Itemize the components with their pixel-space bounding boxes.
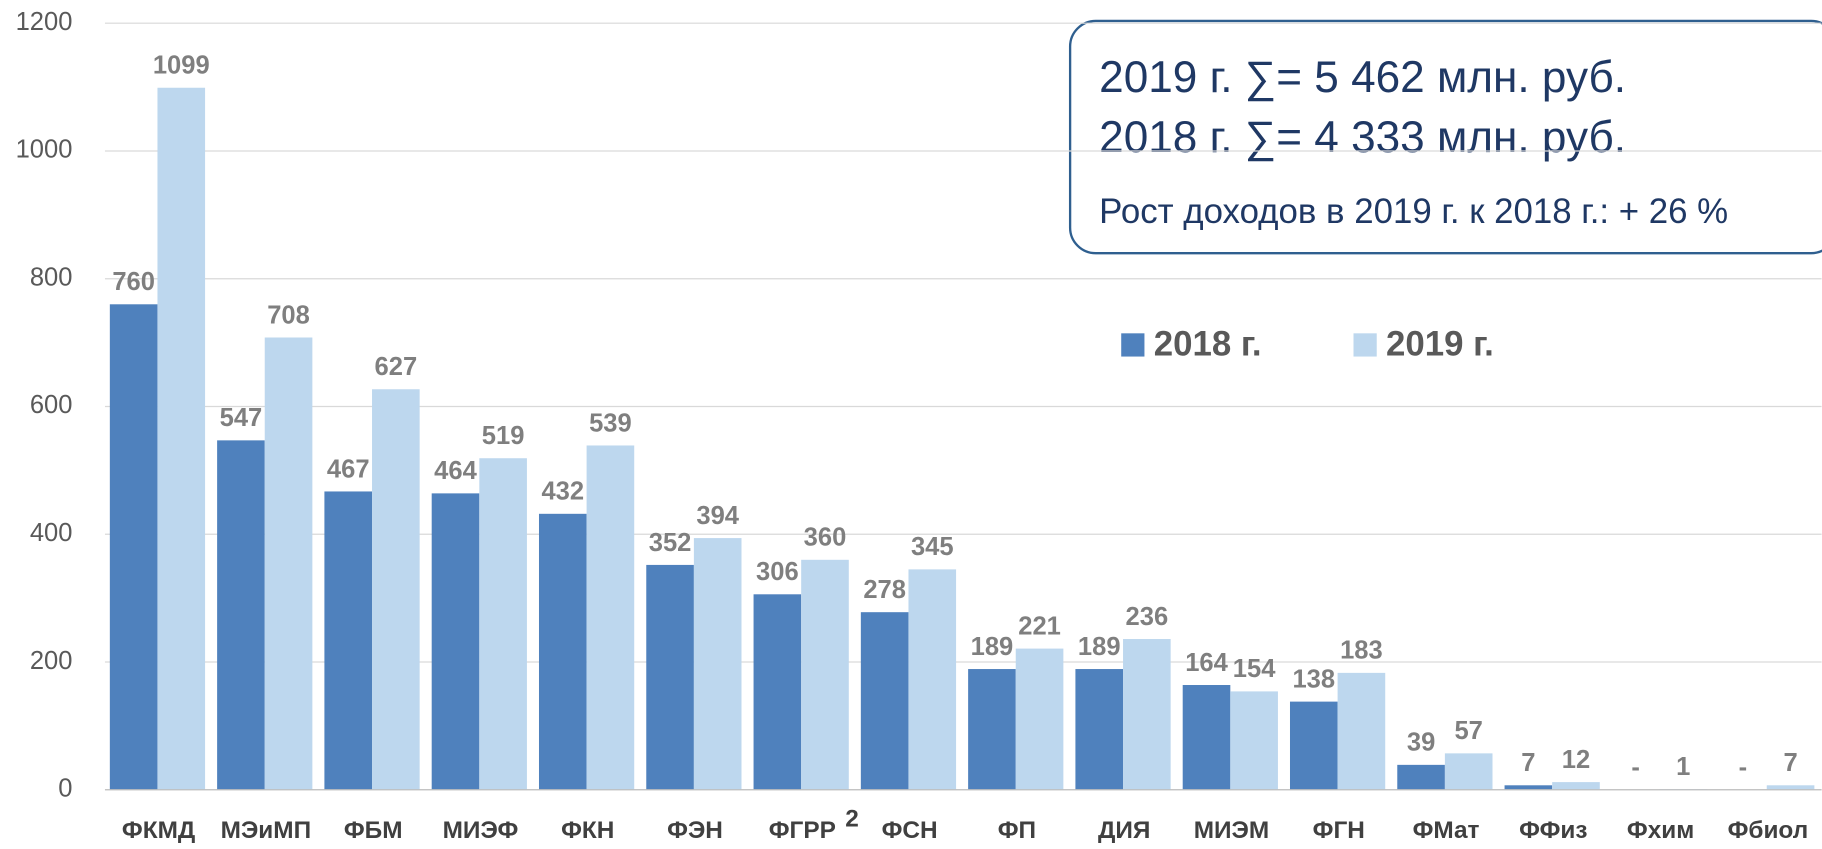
bar (1397, 764, 1445, 790)
value-label: - (1739, 754, 1748, 782)
value-label: - (1631, 754, 1640, 782)
y-tick-label: 1200 (16, 8, 73, 36)
value-label: 278 (863, 576, 906, 604)
bar (217, 440, 265, 790)
value-label: 39 (1407, 729, 1435, 757)
x-tick-label: МИЭМ (1194, 817, 1269, 844)
info-line: 2018 г. ∑= 4 333 млн. руб. (1099, 113, 1626, 162)
x-tick-label: ФБМ (344, 817, 403, 844)
bar (801, 559, 849, 790)
y-tick-label: 600 (30, 391, 73, 419)
value-label: 394 (696, 502, 739, 530)
x-tick-label: ФКН (561, 817, 614, 844)
legend-label: 2019 г. (1386, 324, 1494, 363)
x-tick-label: ФГРР (769, 817, 836, 844)
value-label: 12 (1562, 746, 1590, 774)
value-label: 760 (112, 268, 155, 296)
legend-swatch (1353, 333, 1377, 357)
y-tick-label: 400 (30, 519, 73, 547)
legend-label: 2018 г. (1154, 324, 1262, 363)
category-superscript: 2 (845, 805, 859, 832)
bar (586, 445, 635, 790)
bar (1123, 639, 1171, 790)
value-label: 138 (1292, 665, 1335, 693)
bar (372, 389, 420, 790)
bar (1504, 785, 1553, 790)
bar (1444, 753, 1493, 790)
value-label: 627 (375, 353, 418, 381)
value-label: 467 (327, 455, 370, 483)
bar (1075, 669, 1124, 790)
y-tick-label: 0 (58, 775, 72, 803)
value-label: 464 (434, 457, 477, 485)
x-tick-label: ФКМД (122, 817, 195, 844)
value-label: 1 (1676, 753, 1690, 781)
x-tick-label: ФГН (1313, 817, 1365, 844)
x-tick-label: МИЭФ (443, 817, 519, 844)
bar (479, 458, 527, 790)
x-tick-label: ДИЯ (1098, 817, 1150, 844)
value-label: 183 (1340, 637, 1383, 665)
value-label: 708 (267, 301, 310, 329)
value-label: 7 (1783, 749, 1797, 777)
x-tick-label: ФСН (882, 817, 938, 844)
bar (1337, 672, 1386, 790)
x-tick-label: ФЭН (667, 817, 723, 844)
x-tick-label: Фбиол (1728, 817, 1809, 844)
value-label: 7 (1521, 749, 1535, 777)
value-label: 519 (482, 422, 525, 450)
bar (1552, 782, 1600, 790)
info-line: 2019 г. ∑= 5 462 млн. руб. (1099, 53, 1626, 102)
value-label: 547 (220, 404, 263, 432)
bar (324, 491, 373, 790)
value-label: 57 (1454, 717, 1482, 745)
legend-swatch (1121, 333, 1145, 357)
bar (264, 337, 313, 790)
value-label: 1099 (153, 52, 210, 80)
bar (1289, 701, 1338, 790)
x-tick-label: ФМат (1413, 817, 1480, 844)
bar (753, 594, 802, 790)
bar (538, 513, 587, 790)
bar (908, 569, 957, 790)
value-label: 432 (541, 478, 584, 506)
value-label: 236 (1126, 603, 1169, 631)
x-tick-label: ФФиз (1519, 817, 1587, 844)
value-label: 539 (589, 409, 632, 437)
value-label: 352 (649, 529, 692, 557)
y-tick-label: 1000 (16, 136, 73, 164)
bar (109, 304, 158, 790)
bar (968, 669, 1016, 790)
y-tick-label: 800 (30, 263, 73, 291)
value-label: 306 (756, 558, 799, 586)
value-label: 345 (911, 533, 954, 561)
x-tick-label: Фхим (1627, 817, 1694, 844)
bar (1230, 691, 1278, 790)
bar (1182, 685, 1231, 790)
info-line: Рост доходов в 2019 г. к 2018 г.: + 26 % (1099, 192, 1728, 231)
value-label: 221 (1018, 612, 1061, 640)
value-label: 360 (804, 524, 847, 552)
y-tick-label: 200 (30, 647, 73, 675)
x-tick-label: ФП (998, 817, 1036, 844)
bar (693, 538, 742, 790)
bar (646, 564, 694, 790)
bar (1015, 648, 1064, 790)
info-box (1068, 19, 1822, 255)
value-label: 189 (1078, 633, 1121, 661)
value-label: 164 (1185, 649, 1228, 677)
value-label: 154 (1233, 655, 1276, 683)
x-tick-label: МЭиМП (221, 817, 311, 844)
bar (1766, 785, 1815, 790)
bar (431, 493, 480, 790)
value-label: 189 (971, 633, 1014, 661)
bar (157, 87, 206, 790)
bar (860, 612, 909, 790)
